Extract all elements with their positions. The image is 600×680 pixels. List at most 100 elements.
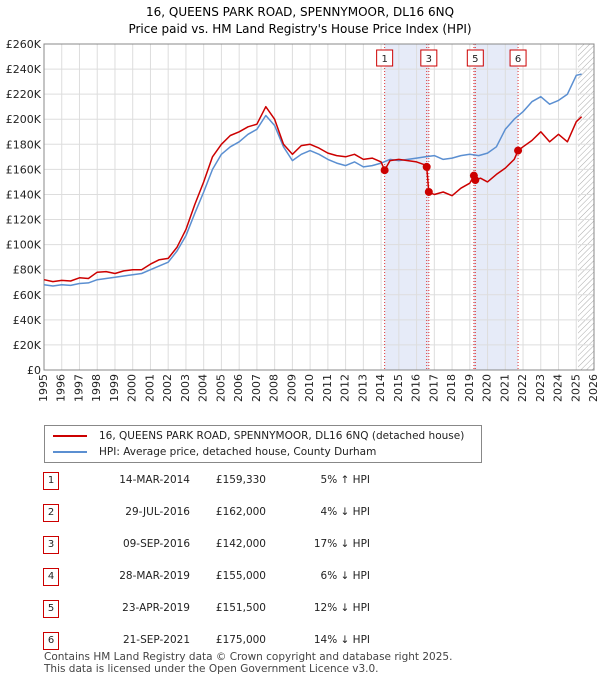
x-tick-label: 2000 [126, 374, 139, 402]
x-tick-label: 1997 [72, 374, 85, 402]
x-tick-label: 2015 [392, 374, 405, 402]
transaction-number: 2 [43, 504, 59, 522]
x-tick-label: 1999 [108, 374, 121, 402]
transaction-date: 23-APR-2019 [122, 602, 190, 614]
transaction-dot [422, 162, 431, 171]
marker-label: 5 [472, 54, 478, 65]
transaction-dot [424, 187, 433, 196]
legend-item-hpi: HPI: Average price, detached house, Coun… [53, 444, 376, 460]
transaction-hpi: 4% ↓ HPI [320, 506, 370, 518]
transaction-price: £151,500 [215, 602, 266, 614]
table-row: 4 28-MAR-2019 £155,000 6% ↓ HPI [0, 568, 600, 588]
legend-label-hpi: HPI: Average price, detached house, Coun… [99, 446, 377, 458]
footer-licence: This data is licensed under the Open Gov… [44, 663, 379, 675]
legend-item-property: 16, QUEENS PARK ROAD, SPENNYMOOR, DL16 6… [53, 428, 464, 444]
transaction-number: 3 [43, 536, 59, 554]
transaction-hpi: 5% ↑ HPI [320, 474, 370, 486]
marker-label: 3 [426, 54, 432, 65]
x-tick-label: 2003 [179, 374, 192, 402]
x-tick-label: 2019 [463, 374, 476, 402]
chart-subtitle: Price paid vs. HM Land Registry's House … [128, 22, 471, 36]
transaction-dot [471, 176, 480, 185]
x-tick-label: 2010 [303, 374, 316, 402]
x-tick-label: 2011 [321, 374, 334, 402]
x-tick-label: 2017 [427, 374, 440, 402]
transaction-number: 5 [43, 600, 59, 618]
y-tick-label: £0 [27, 364, 41, 377]
y-tick-label: £220K [6, 88, 42, 101]
table-row: 5 23-APR-2019 £151,500 12% ↓ HPI [0, 600, 600, 620]
marker-label: 1 [381, 54, 387, 65]
transaction-hpi: 6% ↓ HPI [320, 570, 370, 582]
x-tick-label: 1998 [90, 374, 103, 402]
transaction-date: 28-MAR-2019 [119, 570, 190, 582]
transaction-hpi: 12% ↓ HPI [313, 602, 370, 614]
y-tick-label: £40K [13, 314, 42, 327]
series-line [43, 105, 583, 283]
y-tick-label: £20K [13, 339, 42, 352]
y-tick-label: £200K [6, 113, 42, 126]
x-tick-label: 2006 [232, 374, 245, 402]
x-tick-label: 2012 [339, 374, 352, 402]
x-tick-label: 2025 [569, 374, 582, 402]
y-tick-label: £180K [6, 138, 42, 151]
forecast-hatch [578, 44, 594, 370]
legend: 16, QUEENS PARK ROAD, SPENNYMOOR, DL16 6… [44, 425, 482, 463]
transaction-number: 4 [43, 568, 59, 586]
transaction-date: 14-MAR-2014 [119, 474, 190, 486]
y-tick-label: £100K [6, 239, 42, 252]
transaction-date: 09-SEP-2016 [122, 538, 190, 550]
transaction-date: 21-SEP-2021 [122, 634, 190, 646]
x-tick-label: 2002 [161, 374, 174, 402]
y-tick-label: £60K [13, 289, 42, 302]
marker-label-box [509, 49, 527, 67]
marker-label-box [466, 49, 484, 67]
y-tick-label: £80K [13, 264, 42, 277]
transaction-price: £142,000 [215, 538, 266, 550]
x-tick-label: 1996 [55, 374, 68, 402]
table-row: 1 14-MAR-2014 £159,330 5% ↑ HPI [0, 472, 600, 492]
x-tick-label: 2016 [410, 374, 423, 402]
transaction-date: 29-JUL-2016 [125, 506, 190, 518]
plot-frame [43, 43, 595, 371]
shaded-period [384, 44, 429, 370]
x-tick-label: 2005 [214, 374, 227, 402]
x-tick-label: 2001 [143, 374, 156, 402]
marker-label: 6 [515, 54, 521, 65]
transaction-dot [380, 166, 389, 175]
marker-label-box [420, 49, 438, 67]
x-tick-label: 2009 [285, 374, 298, 402]
x-tick-label: 2023 [534, 374, 547, 402]
x-tick-label: 2013 [356, 374, 369, 402]
legend-swatch-red [53, 435, 87, 437]
x-tick-label: 2018 [445, 374, 458, 402]
legend-swatch-blue [53, 451, 87, 453]
y-tick-label: £160K [6, 163, 42, 176]
y-tick-label: £260K [6, 38, 42, 51]
x-tick-label: 2008 [268, 374, 281, 402]
transaction-price: £155,000 [215, 570, 266, 582]
x-tick-label: 1995 [37, 374, 50, 402]
transaction-price: £175,000 [215, 634, 266, 646]
footer-copyright: Contains HM Land Registry data © Crown c… [44, 651, 453, 663]
transaction-hpi: 14% ↓ HPI [313, 634, 370, 646]
x-tick-label: 2021 [498, 374, 511, 402]
table-row: 3 09-SEP-2016 £142,000 17% ↓ HPI [0, 536, 600, 556]
table-row: 6 21-SEP-2021 £175,000 14% ↓ HPI [0, 632, 600, 652]
x-tick-label: 2020 [481, 374, 494, 402]
chart-title: 16, QUEENS PARK ROAD, SPENNYMOOR, DL16 6… [146, 5, 454, 19]
x-tick-label: 2007 [250, 374, 263, 402]
x-tick-label: 2024 [552, 374, 565, 402]
x-tick-label: 2022 [516, 374, 529, 402]
transaction-price: £162,000 [215, 506, 266, 518]
shaded-period [473, 44, 519, 370]
x-tick-label: 2014 [374, 374, 387, 402]
legend-label-property: 16, QUEENS PARK ROAD, SPENNYMOOR, DL16 6… [99, 430, 465, 442]
x-tick-label: 2026 [587, 374, 600, 402]
transaction-number: 1 [43, 472, 59, 490]
footer-notice: Contains HM Land Registry data © Crown c… [44, 651, 452, 675]
transaction-number: 6 [43, 632, 59, 650]
series-line [43, 73, 582, 287]
price-chart: 16, QUEENS PARK ROAD, SPENNYMOOR, DL16 6… [6, 5, 600, 402]
y-tick-label: £240K [6, 63, 42, 76]
